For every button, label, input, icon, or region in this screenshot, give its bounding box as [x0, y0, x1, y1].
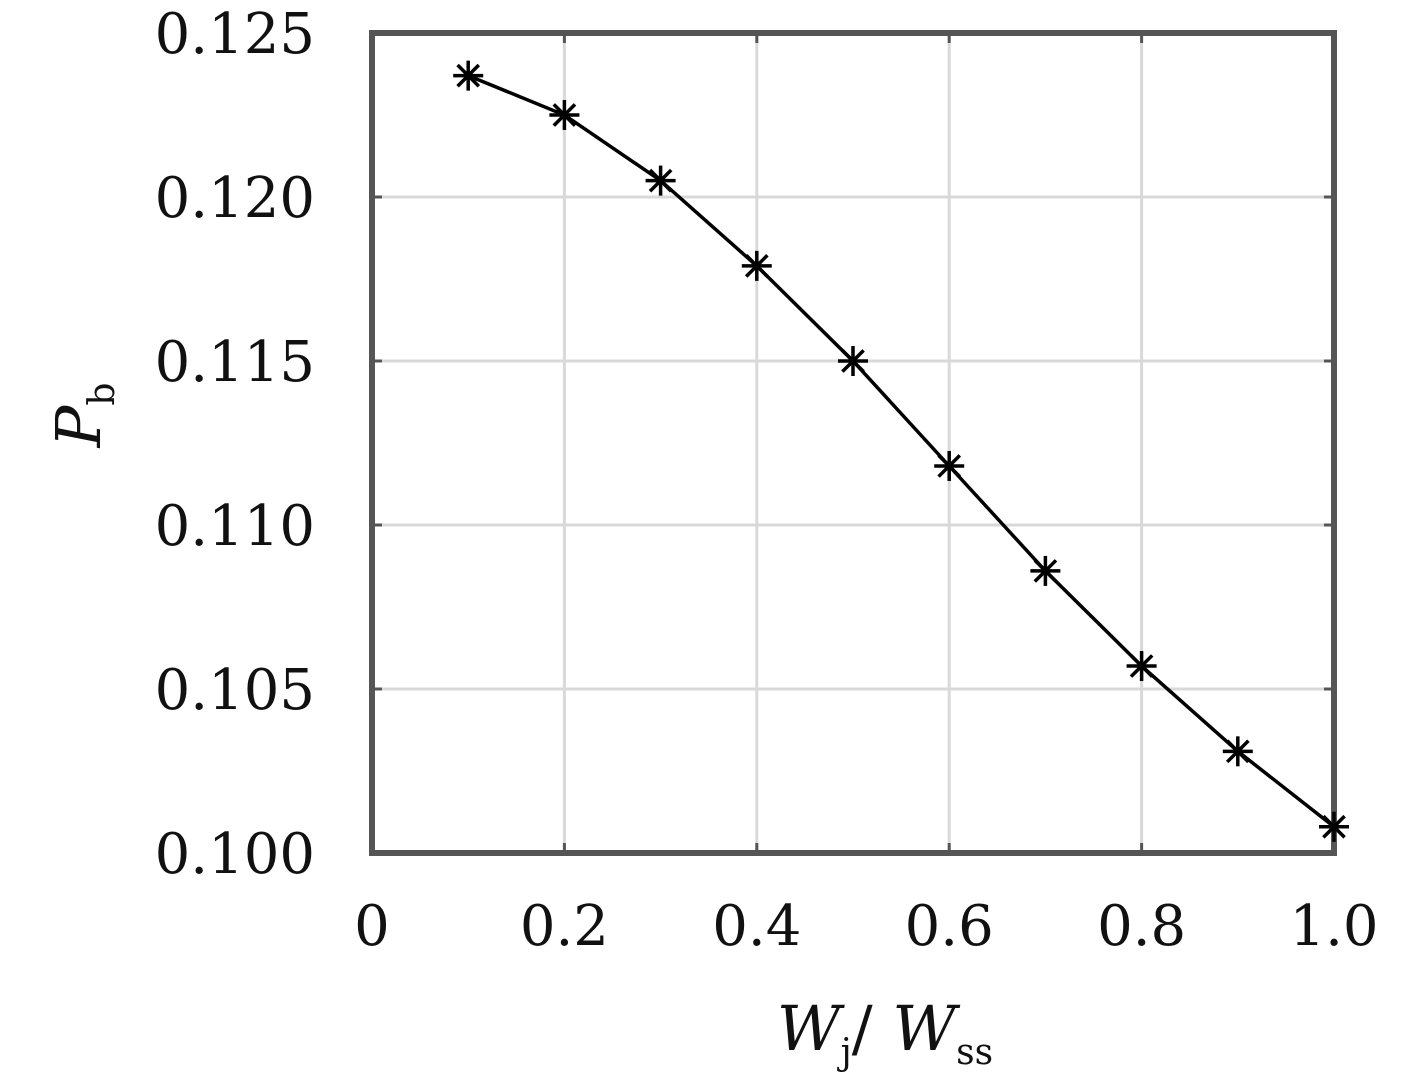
x-label-sub2: ss — [956, 1032, 993, 1073]
series-markers — [453, 60, 1349, 842]
data-point-marker — [1030, 555, 1061, 586]
y-tick-label: 0.105 — [155, 658, 315, 723]
y-tick-label: 0.120 — [155, 166, 315, 231]
grid-lines — [372, 33, 1334, 853]
x-label-sub1: j — [837, 1032, 852, 1073]
data-point-marker — [934, 450, 965, 481]
axis-ticks — [372, 33, 1334, 853]
y-tick-labels: 0.100 0.105 0.110 0.115 0.120 0.125 — [155, 2, 315, 887]
y-tick-label: 0.125 — [155, 2, 315, 67]
data-point-marker — [1222, 736, 1253, 767]
x-tick-labels: 0 0.2 0.4 0.6 0.8 1.0 — [354, 894, 1378, 959]
data-point-marker — [838, 346, 868, 376]
x-label-w2: W — [892, 992, 960, 1065]
x-tick-label: 0 — [354, 894, 390, 959]
y-axis-label: Pb — [42, 383, 123, 449]
data-point-marker — [453, 60, 484, 91]
data-point-marker — [1319, 811, 1349, 842]
plot-frame — [369, 30, 1337, 856]
y-label-sub: b — [82, 383, 123, 406]
y-tick-label: 0.100 — [155, 822, 315, 887]
x-tick-label: 0.6 — [905, 894, 994, 959]
series-line — [467, 73, 1336, 829]
x-label-w1: W — [777, 992, 845, 1065]
x-tick-label: 0.2 — [520, 894, 609, 959]
x-tick-label: 0.8 — [1097, 894, 1186, 959]
data-point-marker — [549, 100, 580, 130]
x-tick-label: 0.4 — [712, 894, 801, 959]
y-tick-label: 0.110 — [155, 494, 315, 559]
x-axis-label: Wj/ Wss — [777, 992, 993, 1073]
y-label-p: P — [42, 404, 115, 448]
x-tick-label: 1.0 — [1289, 894, 1378, 959]
data-point-marker — [645, 165, 676, 196]
data-point-marker — [741, 250, 772, 281]
y-tick-label: 0.115 — [155, 330, 315, 395]
x-label-slash: / — [852, 992, 893, 1065]
data-point-marker — [1126, 651, 1157, 682]
